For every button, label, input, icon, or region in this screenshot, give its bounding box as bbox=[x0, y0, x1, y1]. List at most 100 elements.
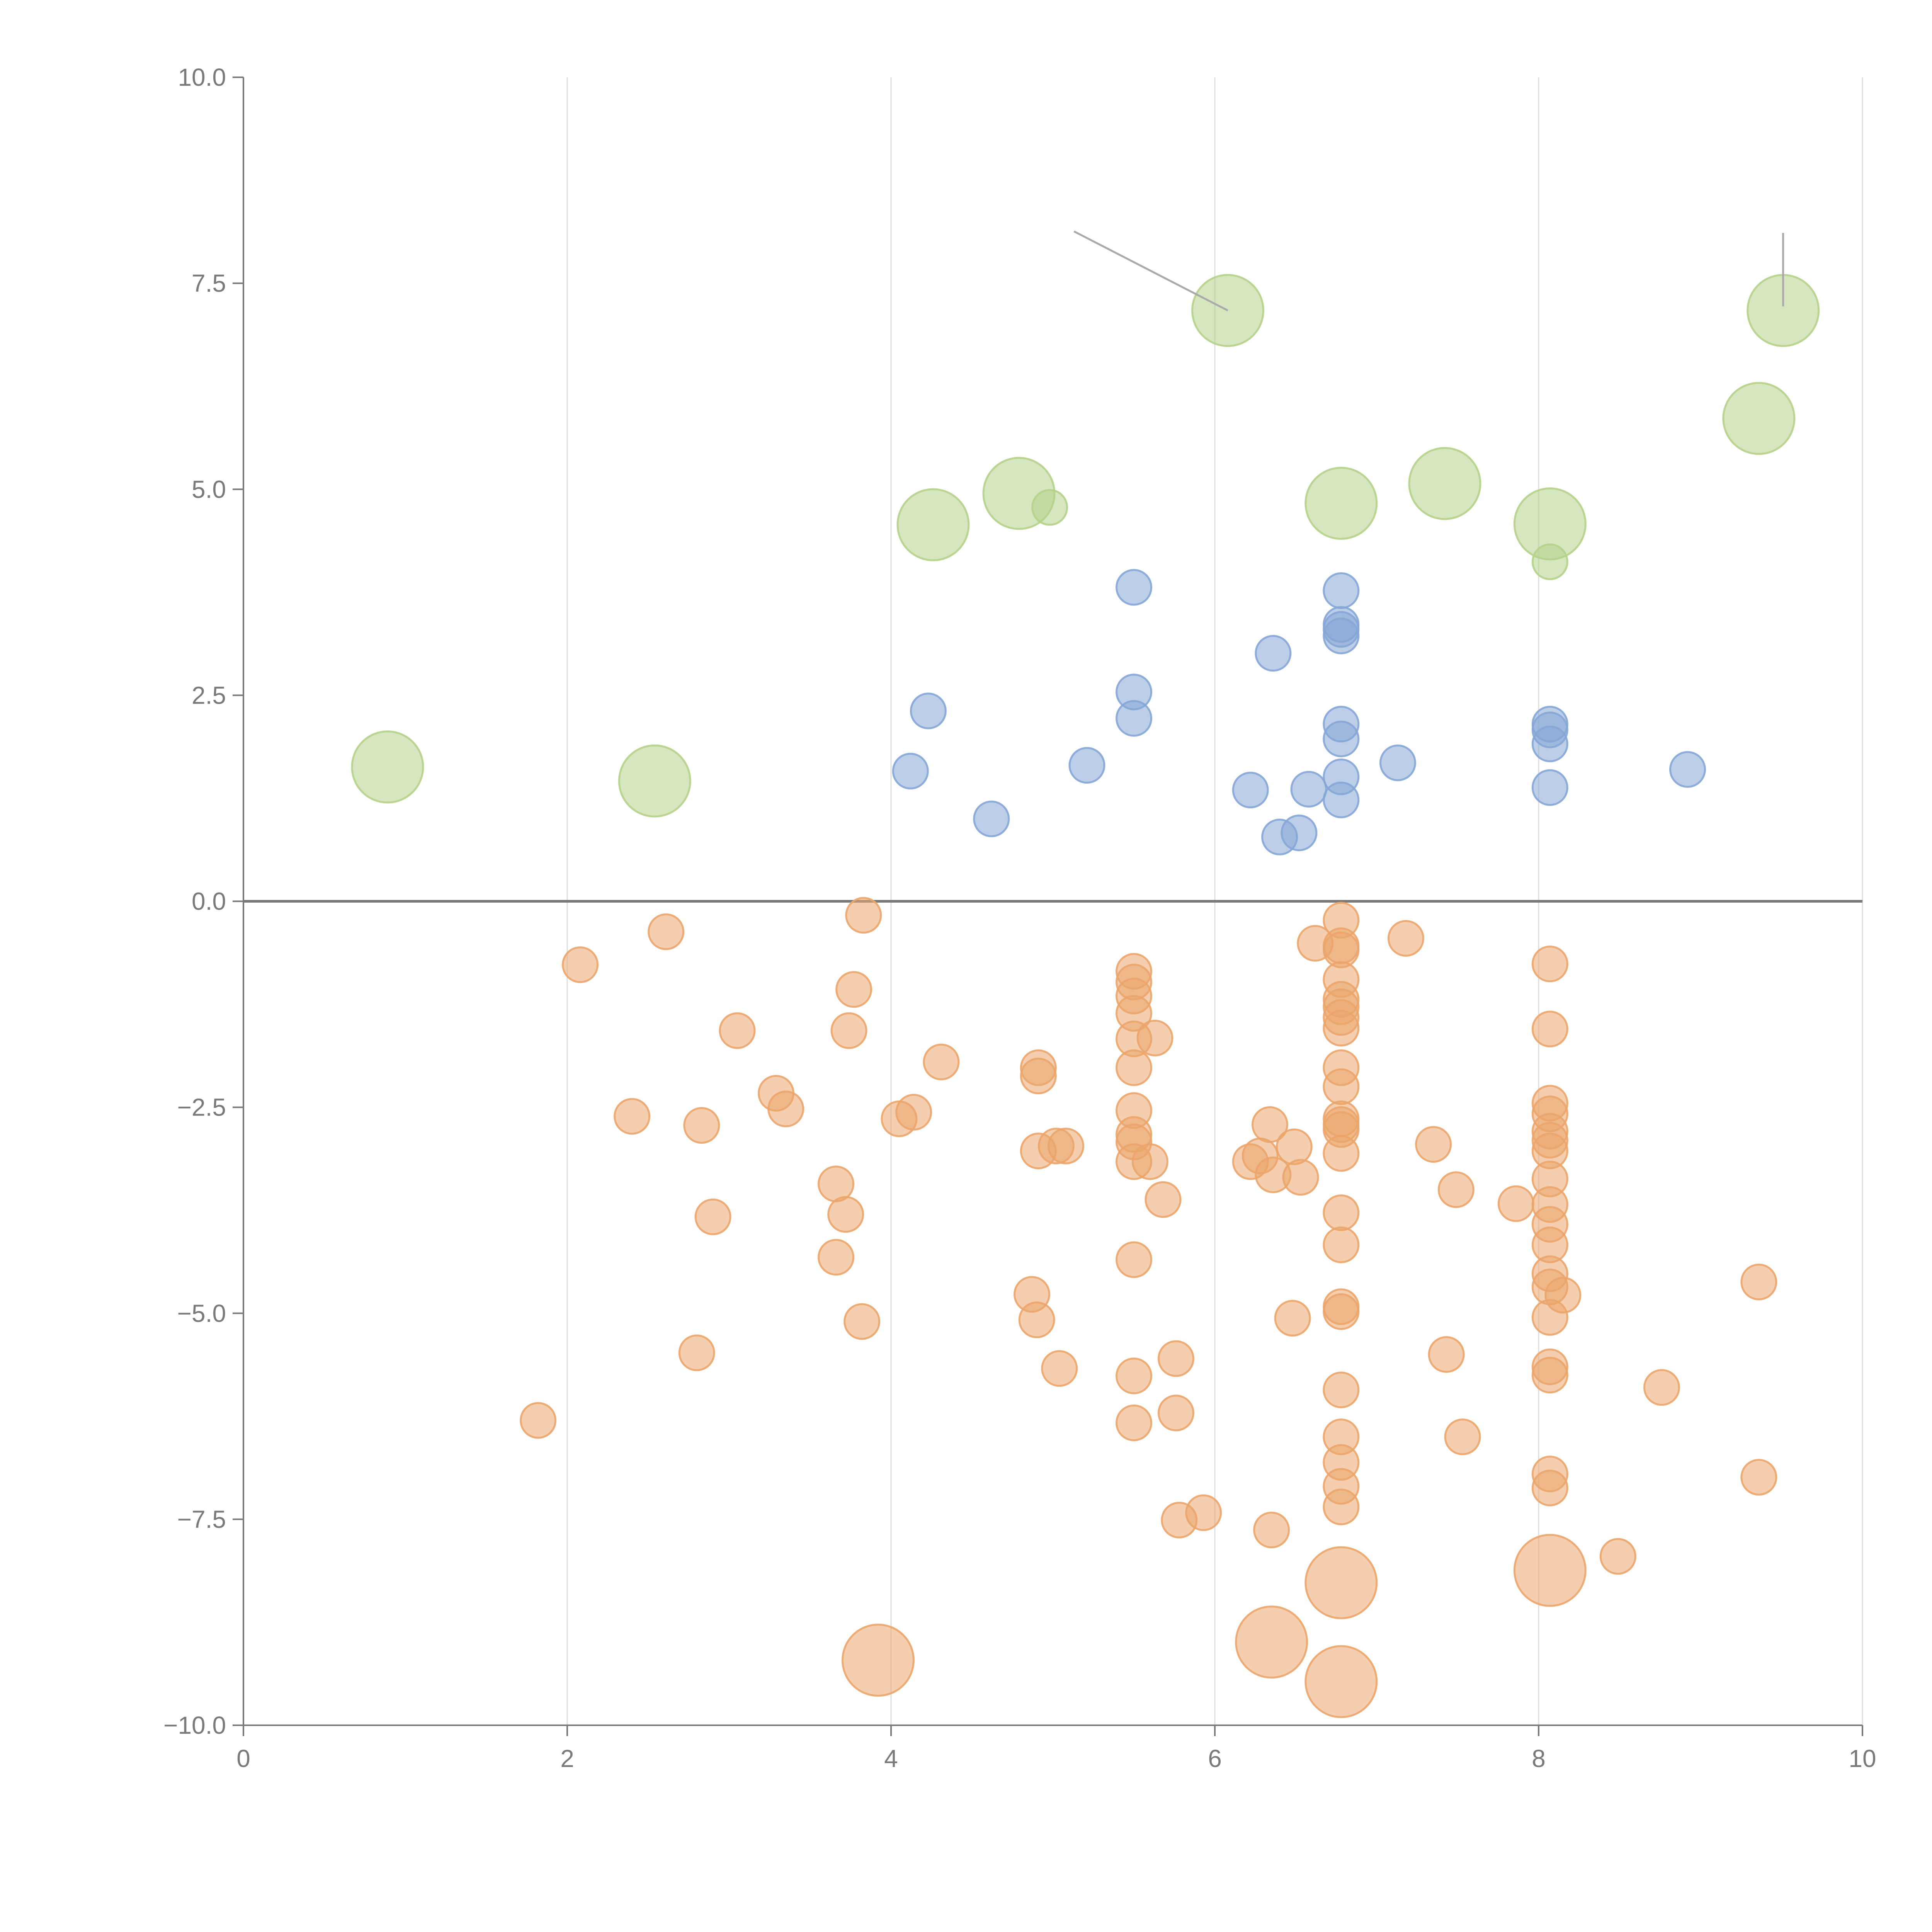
data-point-blue bbox=[1232, 772, 1269, 809]
data-point-orange bbox=[1235, 1605, 1308, 1679]
y-tick-label: 2.5 bbox=[192, 681, 226, 709]
data-point-blue bbox=[1255, 635, 1292, 672]
data-point-orange bbox=[520, 1402, 557, 1439]
data-point-orange bbox=[1251, 1106, 1288, 1143]
data-point-orange bbox=[1145, 1181, 1182, 1218]
data-point-orange bbox=[1497, 1185, 1534, 1222]
data-point-orange bbox=[683, 1107, 720, 1144]
data-point-blue bbox=[1323, 720, 1360, 757]
data-point-orange bbox=[1323, 1135, 1360, 1172]
data-points bbox=[351, 274, 1820, 1718]
data-point-orange bbox=[818, 1165, 855, 1202]
x-tick-label: 10 bbox=[1849, 1745, 1876, 1772]
data-point-green bbox=[1722, 382, 1796, 455]
x-tick-label: 6 bbox=[1208, 1745, 1222, 1772]
data-point-orange bbox=[767, 1090, 804, 1128]
y-tick-label: −2.5 bbox=[177, 1094, 226, 1121]
x-tick-label: 2 bbox=[560, 1745, 574, 1772]
data-point-orange bbox=[1185, 1494, 1222, 1531]
data-point-blue bbox=[910, 692, 947, 730]
data-point-orange bbox=[1444, 1418, 1481, 1456]
data-point-orange bbox=[1643, 1369, 1680, 1406]
y-tick-label: 10.0 bbox=[178, 63, 226, 91]
data-point-green bbox=[1031, 489, 1068, 526]
data-point-orange bbox=[1304, 1546, 1378, 1619]
data-point-orange bbox=[1531, 1357, 1568, 1394]
data-point-orange bbox=[562, 946, 599, 983]
data-point-orange bbox=[923, 1043, 960, 1080]
data-point-orange bbox=[1274, 1300, 1311, 1337]
data-point-blue bbox=[1290, 770, 1327, 808]
data-point-orange bbox=[844, 1303, 881, 1340]
data-point-orange bbox=[1276, 1128, 1313, 1165]
data-point-orange bbox=[614, 1098, 651, 1135]
data-point-orange bbox=[1131, 1143, 1168, 1180]
data-point-orange bbox=[1018, 1301, 1055, 1338]
data-point-blue bbox=[973, 800, 1010, 837]
data-point-orange bbox=[1253, 1512, 1290, 1549]
y-tick-label: −5.0 bbox=[177, 1299, 226, 1327]
data-point-orange bbox=[1304, 1645, 1378, 1718]
data-point-orange bbox=[818, 1239, 855, 1276]
data-point-orange bbox=[719, 1012, 756, 1049]
data-point-orange bbox=[1428, 1336, 1465, 1373]
data-point-orange bbox=[1740, 1264, 1777, 1301]
data-point-blue bbox=[1116, 700, 1152, 737]
data-point-green bbox=[1408, 447, 1481, 520]
data-point-orange bbox=[1531, 946, 1568, 983]
data-point-orange bbox=[1599, 1538, 1636, 1575]
data-point-blue bbox=[1323, 572, 1360, 609]
data-point-orange bbox=[841, 1624, 915, 1697]
data-point-orange bbox=[678, 1334, 715, 1371]
y-tick-label: −7.5 bbox=[177, 1505, 226, 1533]
data-point-orange bbox=[1157, 1340, 1194, 1377]
data-point-orange bbox=[1116, 1241, 1152, 1278]
annotation-connector bbox=[1073, 230, 1228, 311]
data-point-orange bbox=[1323, 1194, 1360, 1231]
data-point-orange bbox=[895, 1094, 932, 1131]
data-point-orange bbox=[648, 913, 685, 950]
x-tick-label: 4 bbox=[884, 1745, 898, 1772]
data-point-blue bbox=[1531, 725, 1568, 762]
data-point-green bbox=[1531, 543, 1568, 580]
data-point-blue bbox=[1323, 781, 1360, 818]
data-point-blue bbox=[892, 753, 929, 790]
data-point-orange bbox=[694, 1198, 731, 1235]
annotation-connectors bbox=[1073, 230, 1784, 311]
data-point-orange bbox=[845, 897, 882, 934]
x-tick-label: 0 bbox=[236, 1745, 250, 1772]
data-point-orange bbox=[1323, 1488, 1360, 1526]
y-tick-label: 7.5 bbox=[192, 269, 226, 297]
data-point-orange bbox=[1323, 1010, 1360, 1047]
data-point-orange bbox=[1136, 1019, 1173, 1056]
data-point-orange bbox=[1157, 1395, 1194, 1432]
data-point-orange bbox=[1531, 1010, 1568, 1048]
y-tick-label: 0.0 bbox=[192, 888, 226, 915]
data-point-orange bbox=[1531, 1469, 1568, 1507]
data-point-orange bbox=[1116, 1357, 1152, 1395]
data-point-orange bbox=[1020, 1058, 1057, 1095]
data-point-orange bbox=[1323, 1293, 1360, 1330]
data-point-orange bbox=[1323, 1226, 1360, 1264]
data-point-orange bbox=[1387, 920, 1424, 957]
data-point-green bbox=[351, 730, 424, 804]
x-tick-label: 8 bbox=[1532, 1745, 1546, 1772]
data-point-blue bbox=[1281, 815, 1318, 852]
data-point-green bbox=[618, 744, 691, 818]
data-point-orange bbox=[830, 1012, 867, 1049]
data-point-orange bbox=[1041, 1350, 1078, 1387]
data-point-orange bbox=[1116, 1404, 1152, 1441]
data-point-green bbox=[1304, 467, 1378, 540]
data-point-orange bbox=[827, 1196, 864, 1233]
data-point-blue bbox=[1323, 617, 1360, 655]
data-point-orange bbox=[1323, 1068, 1360, 1105]
data-point-blue bbox=[1379, 744, 1416, 781]
data-point-orange bbox=[1513, 1534, 1587, 1607]
y-tick-label: 5.0 bbox=[192, 475, 226, 503]
data-point-blue bbox=[1116, 569, 1152, 606]
data-point-orange bbox=[835, 971, 872, 1008]
data-point-orange bbox=[1323, 1371, 1360, 1408]
data-point-orange bbox=[1116, 1049, 1152, 1086]
